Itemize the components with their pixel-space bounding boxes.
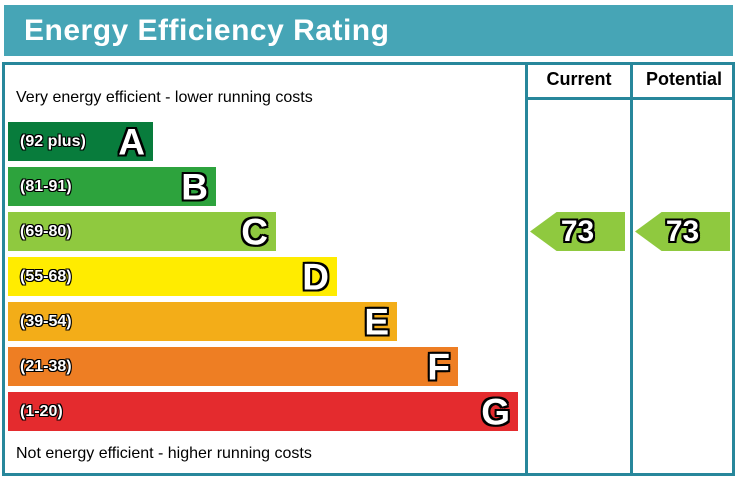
band-range-label: (39-54) [20,312,72,330]
band-range-label: (69-80) [20,222,72,240]
top-note: Very energy efficient - lower running co… [16,89,313,106]
band-a: (92 plus) A [8,122,153,161]
band-letter: A [118,121,145,162]
band-letter: C [241,211,268,252]
current-column: Current [525,62,630,476]
band-letter: F [427,346,450,387]
current-rating-value: 73 [560,214,595,248]
potential-column: Potential [630,62,735,476]
band-range-label: (81-91) [20,177,72,195]
band-range-label: (21-38) [20,357,72,375]
band-letter: E [364,301,389,342]
potential-rating-value: 73 [665,214,700,248]
current-column-header: Current [528,62,630,100]
band-range-label: (1-20) [20,402,63,420]
band-letter: D [302,256,329,297]
bottom-note: Not energy efficient - higher running co… [16,445,312,462]
band-g: (1-20) G [8,392,518,431]
band-f: (21-38) F [8,347,458,386]
page-title: Energy Efficiency Rating [24,13,390,47]
band-letter: B [181,166,208,207]
band-e: (39-54) E [8,302,397,341]
band-c: (69-80) C [8,212,276,251]
band-range-label: (55-68) [20,267,72,285]
band-b: (81-91) B [8,167,216,206]
band-range-label: (92 plus) [20,132,86,150]
potential-column-header: Potential [633,62,735,100]
title-bar: Energy Efficiency Rating [4,5,733,56]
band-letter: G [481,391,510,432]
band-d: (55-68) D [8,257,337,296]
